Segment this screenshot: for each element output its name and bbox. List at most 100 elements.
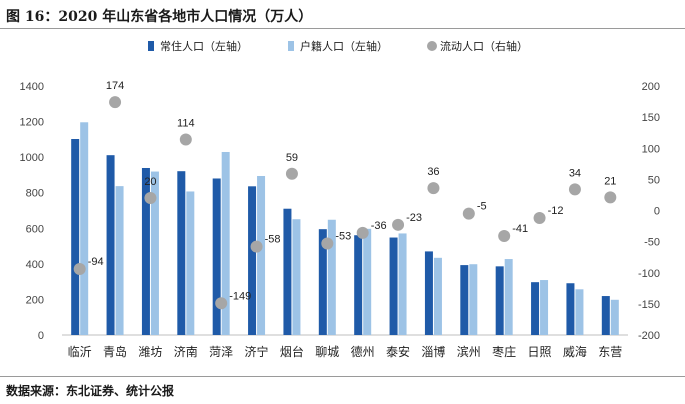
- right-tick-label: 150: [642, 112, 660, 124]
- bar-resident: [495, 266, 504, 335]
- left-tick-label: 200: [26, 294, 44, 306]
- legend: 常住人口（左轴） 户籍人口（左轴） 流动人口（右轴）: [148, 39, 528, 53]
- category-label: 泰安: [386, 344, 410, 359]
- bar-resident: [424, 251, 433, 335]
- floating-point: [321, 237, 334, 250]
- floating-value-label: 20: [144, 176, 156, 188]
- bar-resident: [566, 283, 575, 335]
- left-tick-label: 1000: [20, 152, 44, 164]
- bar-resident: [389, 237, 398, 335]
- bar-registered: [610, 299, 619, 335]
- right-tick-label: -100: [638, 268, 660, 280]
- bar-registered: [221, 151, 230, 335]
- floating-value-label: 34: [569, 167, 581, 179]
- bar-registered: [433, 257, 442, 335]
- floating-point: [462, 207, 475, 220]
- right-tick-label: 100: [642, 143, 660, 155]
- floating-point: [533, 211, 546, 224]
- legend-marker: [427, 41, 437, 51]
- floating-value-label: -53: [335, 230, 351, 242]
- right-axis: -200 -150 -100 -50 0 50 100 150 200: [638, 81, 660, 342]
- right-tick-label: -150: [638, 299, 660, 311]
- bar-resident: [248, 186, 257, 335]
- category-label: 东营: [598, 345, 622, 359]
- category-label: 潍坊: [138, 344, 162, 359]
- bottom-divider: [0, 376, 685, 377]
- floating-point: [392, 218, 405, 231]
- category-labels: 临沂 青岛 潍坊 济南 菏泽 济宁 烟台 聊城 德州 泰安 淄博 滨州 枣庄 日照 威海 东营: [68, 344, 623, 359]
- left-tick-label: 800: [26, 188, 44, 200]
- right-tick-label: 0: [654, 206, 660, 218]
- source-note: 数据来源：东北证券、统计公报: [6, 384, 175, 398]
- floating-value-label: -12: [548, 205, 564, 217]
- floating-value-label: -58: [265, 234, 281, 246]
- bar-registered: [186, 191, 195, 335]
- bar-resident: [177, 171, 186, 335]
- category-label: 滨州: [457, 344, 481, 359]
- floating-point: [604, 191, 617, 204]
- category-label: 聊城: [315, 345, 339, 359]
- floating-value-label: 59: [286, 152, 298, 164]
- bar-registered: [292, 219, 301, 335]
- legend-label: 常住人口（左轴）: [160, 39, 248, 53]
- category-label: 济宁: [245, 344, 269, 359]
- bar-resident: [354, 235, 363, 335]
- bar-resident: [318, 229, 327, 335]
- floating-point: [250, 240, 263, 253]
- floating-point: [109, 96, 122, 109]
- bar-registered: [80, 122, 89, 335]
- bar-registered: [469, 264, 478, 335]
- category-label: 临沂: [68, 345, 92, 359]
- floating-value-label: 36: [427, 166, 439, 178]
- floating-value-label: -5: [477, 201, 487, 213]
- left-tick-label: 600: [26, 223, 44, 235]
- left-tick-label: 0: [38, 330, 44, 342]
- floating-point: [285, 167, 298, 180]
- bar-resident: [141, 167, 150, 335]
- legend-swatch: [288, 41, 294, 51]
- bar-registered: [257, 175, 266, 335]
- bar-registered: [327, 219, 336, 335]
- category-label: 枣庄: [492, 344, 516, 359]
- left-axis: 0 200 400 600 800 1000 1200 1400: [20, 81, 44, 342]
- floating-value-label: 21: [604, 175, 616, 187]
- left-tick-label: 1200: [20, 117, 44, 129]
- floating-point: [179, 133, 192, 146]
- bar-registered: [575, 289, 584, 335]
- right-tick-label: -50: [644, 237, 660, 249]
- floating-point: [356, 226, 369, 239]
- bar-resident: [212, 178, 221, 335]
- category-label: 菏泽: [209, 345, 233, 359]
- bar-resident: [283, 208, 292, 335]
- category-label: 日照: [528, 345, 552, 359]
- legend-label: 户籍人口（左轴）: [300, 39, 388, 53]
- floating-point: [427, 182, 440, 195]
- floating-value-label: -149: [229, 290, 251, 302]
- floating-value-label: -94: [88, 256, 104, 268]
- bar-registered: [115, 186, 124, 335]
- floating-point: [73, 263, 86, 276]
- bar-resident: [531, 282, 540, 335]
- right-tick-label: -200: [638, 330, 660, 342]
- floating-value-label: -23: [406, 212, 422, 224]
- population-chart: 常住人口（左轴） 户籍人口（左轴） 流动人口（右轴） 020040060080010…: [20, 39, 660, 359]
- floating-point: [498, 230, 511, 243]
- bar-registered: [150, 171, 159, 335]
- top-divider: [0, 28, 685, 29]
- floating-value-label: -36: [371, 220, 387, 232]
- bar-resident: [460, 265, 469, 335]
- category-label: 德州: [351, 344, 375, 359]
- left-tick-label: 1400: [20, 81, 44, 93]
- bar-registered: [363, 228, 372, 335]
- right-tick-label: 200: [642, 81, 660, 93]
- floating-value-label: 174: [106, 80, 124, 92]
- bar-registered: [398, 233, 407, 335]
- floating-point: [568, 183, 581, 196]
- bars-group: [71, 122, 619, 335]
- chart-title: 图 16：2020 年山东省各地市人口情况（万人）: [6, 9, 313, 25]
- category-label: 烟台: [280, 344, 304, 359]
- bar-registered: [540, 280, 549, 335]
- category-label: 淄博: [421, 344, 445, 359]
- floating-point: [144, 192, 157, 205]
- bar-resident: [71, 139, 80, 335]
